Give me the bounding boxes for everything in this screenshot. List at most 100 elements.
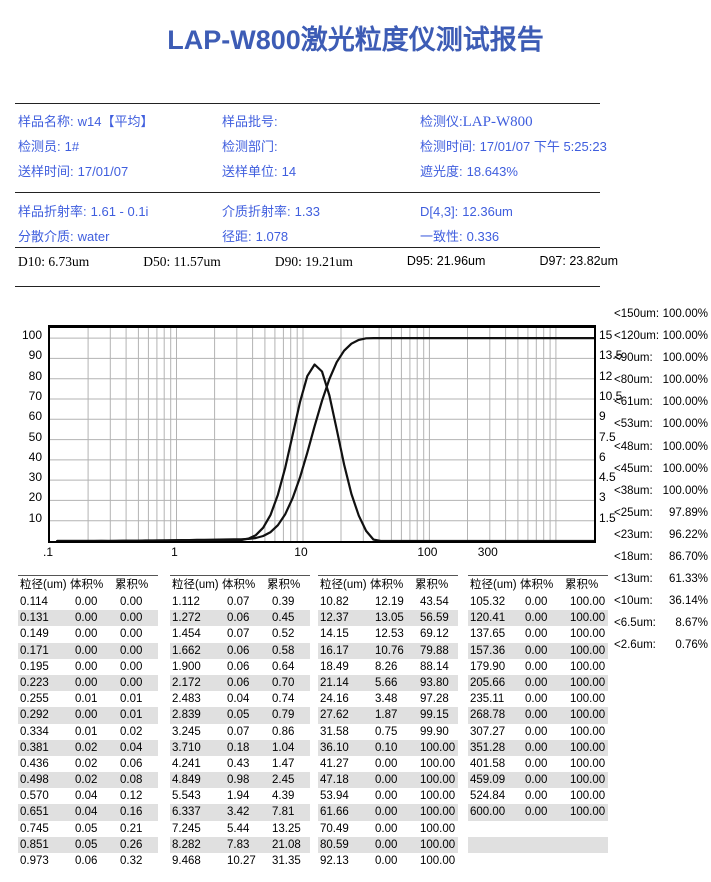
table-cell: 0.00 [525, 644, 548, 657]
table-row: 16.17 10.76 79.88 [318, 642, 458, 659]
table-cell: 0.39 [272, 596, 295, 608]
table-cell: 0.16 [120, 806, 143, 819]
d50-value: 11.57um [173, 254, 221, 269]
table-cell: 0.149 [20, 628, 49, 641]
threshold-value: 100.00% [662, 352, 708, 365]
table-cell: 93.80 [420, 676, 449, 689]
column-header: 累积% [115, 579, 149, 591]
table-cell: 2.45 [272, 774, 295, 787]
table-cell: 0.00 [375, 838, 398, 851]
table-row: 61.66 0.00 100.00 [318, 804, 458, 821]
column-header: 粒径(um) [320, 579, 367, 591]
table-row: 2.172 0.06 0.70 [170, 674, 310, 692]
table-row: 0.381 0.02 0.04 [18, 739, 158, 756]
table-row: 31.58 0.75 99.90 [318, 724, 458, 740]
table-cell: 5.66 [375, 676, 398, 689]
table-cell: 0.70 [272, 676, 295, 689]
threshold-label: <13um: [614, 573, 653, 586]
table-row: 0.498 0.02 0.08 [18, 772, 158, 789]
table-row: 4.241 0.43 1.47 [170, 756, 310, 772]
y-left-tick: 90 [28, 348, 42, 363]
table-cell: 205.66 [470, 676, 506, 689]
department-field: 检测部门: [222, 134, 296, 159]
table-cell: 0.171 [20, 644, 49, 657]
table-cell: 0.06 [75, 855, 98, 867]
table-row: 1.454 0.07 0.52 [170, 626, 310, 642]
threshold-value: 61.33% [668, 573, 708, 586]
info2-column-2: 介质折射率: 1.33 径距: 1.078 [222, 199, 320, 249]
table-row: 0.570 0.04 0.12 [18, 788, 158, 804]
table-cell: 0.45 [272, 612, 295, 625]
table-row: 6.337 3.42 7.81 [170, 804, 310, 821]
table-row: 307.27 0.00 100.00 [468, 724, 608, 740]
table-cell: 0.02 [75, 757, 98, 770]
table-cell: 401.58 [470, 757, 506, 770]
y-right-tick: 4.5 [599, 470, 616, 485]
threshold-label: <18um: [614, 551, 653, 564]
d50-field: D50: 11.57um [143, 254, 221, 270]
instrument-field: 检测仪:LAP-W800 [420, 109, 607, 134]
table-cell: 351.28 [470, 741, 506, 754]
table-cell: 1.87 [375, 709, 398, 722]
table-cell: 100.00 [420, 741, 456, 754]
uniformity-label: 一致性: [420, 229, 463, 244]
table-row: 0.114 0.00 0.00 [18, 594, 158, 610]
table-cell: 0.00 [120, 676, 143, 689]
table-cell: 0.00 [525, 741, 548, 754]
table-cell: 100.00 [570, 596, 606, 608]
table-cell: 0.00 [120, 596, 143, 608]
threshold-label: <61um: [614, 396, 653, 409]
table-cell: 0.43 [227, 757, 250, 770]
page-title: LAP-W800激光粒度仪测试报告 [167, 25, 544, 55]
threshold-value: 36.14% [668, 595, 708, 608]
table-cell: 0.00 [375, 822, 398, 835]
test-time-value: 17/01/07 下午 5:25:23 [479, 139, 607, 154]
y-right-tick: 10.5 [599, 389, 623, 403]
column-header: 体积% [70, 579, 104, 591]
divider-4 [15, 286, 600, 287]
threshold-label: <45um: [614, 462, 653, 475]
table-cell: 0.745 [20, 822, 49, 835]
table-cell: 0.973 [20, 855, 49, 867]
table-cell: 0.00 [525, 774, 548, 787]
table-cell: 10.27 [227, 855, 256, 867]
table-cell: 27.62 [320, 709, 349, 722]
y-right-tick: 13.5 [599, 348, 623, 363]
threshold-value: 100.00% [662, 462, 708, 475]
table-cell: 0.02 [120, 725, 143, 738]
threshold-value: 100.00% [662, 484, 708, 497]
table-cell: 0.98 [227, 774, 250, 787]
table-cell: 0.255 [20, 693, 49, 706]
table-cell: 47.18 [320, 774, 349, 787]
threshold-item: <2.6um: 0.76% [614, 634, 708, 656]
table-cell: 0.06 [120, 757, 143, 770]
table-row: 0.651 0.04 0.16 [18, 804, 158, 821]
table-cell: 0.00 [75, 676, 98, 689]
table-cell: 24.16 [320, 693, 349, 706]
threshold-item: <10um: 36.14% [614, 590, 708, 612]
table-cell: 0.651 [20, 806, 49, 819]
table-cell: 12.37 [320, 612, 349, 625]
threshold-item: <38um: 100.00% [614, 480, 708, 502]
column-header: 粒径(um) [172, 579, 219, 591]
threshold-value: 100.00% [662, 308, 708, 320]
uniformity-value: 0.336 [466, 229, 500, 244]
sample-batch-field: 样品批号: [222, 109, 296, 134]
table-cell: 97.28 [420, 693, 449, 706]
table-cell: 79.88 [420, 644, 449, 657]
table-row: 41.27 0.00 100.00 [318, 756, 458, 772]
table-row: 137.65 0.00 100.00 [468, 626, 608, 642]
table-cell: 459.09 [470, 774, 506, 787]
sample-time-field: 送样时间: 17/01/07 [18, 159, 153, 184]
y-left-tick: 50 [28, 429, 42, 444]
table-cell: 3.245 [172, 725, 201, 738]
table-row: 1.662 0.06 0.58 [170, 642, 310, 659]
table-cell: 0.00 [375, 855, 398, 867]
column-header: 累积% [415, 579, 449, 591]
d90-value: 19.21um [305, 254, 353, 269]
department-label: 检测部门: [222, 139, 278, 154]
threshold-item: <25um: 97.89% [614, 502, 708, 524]
sample-ri-value: 1.61 - 0.1i [90, 204, 149, 219]
x-tick: 100 [417, 545, 438, 559]
